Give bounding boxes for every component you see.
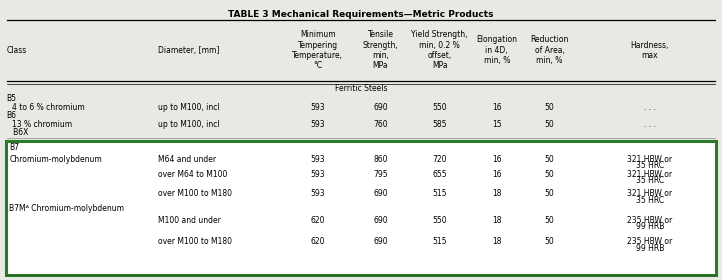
Text: Ferritic Steels: Ferritic Steels — [335, 84, 387, 93]
Text: 593: 593 — [310, 155, 325, 164]
Text: . . .: . . . — [644, 103, 656, 112]
Text: B6: B6 — [6, 111, 17, 120]
Text: 860: 860 — [373, 155, 388, 164]
Text: 50: 50 — [544, 103, 554, 112]
Text: over M100 to M180: over M100 to M180 — [158, 189, 232, 198]
Text: 585: 585 — [432, 120, 447, 129]
Text: 593: 593 — [310, 120, 325, 129]
Text: up to M100, incl: up to M100, incl — [158, 103, 219, 112]
Text: 99 HRB: 99 HRB — [635, 244, 664, 253]
Text: 720: 720 — [432, 155, 447, 164]
Text: 35 HRC: 35 HRC — [636, 161, 664, 170]
Text: 16: 16 — [492, 170, 502, 179]
Text: 321 HBW or: 321 HBW or — [627, 189, 672, 198]
Text: 50: 50 — [544, 237, 554, 246]
Text: 690: 690 — [373, 103, 388, 112]
Text: up to M100, incl: up to M100, incl — [158, 120, 219, 129]
Text: Diameter, [mm]: Diameter, [mm] — [158, 46, 219, 55]
Text: 655: 655 — [432, 170, 447, 179]
Text: 235 HBW or: 235 HBW or — [627, 216, 672, 225]
Text: 18: 18 — [492, 237, 502, 246]
Text: 593: 593 — [310, 170, 325, 179]
Text: 50: 50 — [544, 120, 554, 129]
Text: . . .: . . . — [644, 120, 656, 129]
Text: B7: B7 — [9, 143, 19, 152]
Text: 593: 593 — [310, 103, 325, 112]
Text: Chromium-molybdenum: Chromium-molybdenum — [9, 155, 102, 164]
Text: B5: B5 — [6, 94, 17, 103]
Text: 18: 18 — [492, 189, 502, 198]
Text: 16: 16 — [492, 103, 502, 112]
Text: 15: 15 — [492, 120, 502, 129]
Text: 620: 620 — [310, 237, 325, 246]
Text: TABLE 3 Mechanical Requirements—Metric Products: TABLE 3 Mechanical Requirements—Metric P… — [228, 10, 494, 19]
Text: 690: 690 — [373, 237, 388, 246]
Text: M64 and under: M64 and under — [158, 155, 217, 164]
Text: 515: 515 — [432, 189, 447, 198]
Text: B7Mᴬ Chromium-molybdenum: B7Mᴬ Chromium-molybdenum — [9, 204, 124, 213]
Text: 515: 515 — [432, 237, 447, 246]
Text: M100 and under: M100 and under — [158, 216, 221, 225]
Text: 35 HRC: 35 HRC — [636, 196, 664, 205]
FancyBboxPatch shape — [6, 141, 716, 275]
Text: Tensile
Strength,
min,
MPa: Tensile Strength, min, MPa — [362, 30, 399, 71]
Text: 4 to 6 % chromium: 4 to 6 % chromium — [12, 103, 85, 112]
Text: 16: 16 — [492, 155, 502, 164]
Text: 18: 18 — [492, 216, 502, 225]
Text: 321 HBW or: 321 HBW or — [627, 170, 672, 179]
Text: Reduction
of Area,
min, %: Reduction of Area, min, % — [530, 36, 569, 65]
Text: Hardness,
max: Hardness, max — [630, 41, 669, 60]
Text: 550: 550 — [432, 216, 447, 225]
Text: 321 HBW or: 321 HBW or — [627, 155, 672, 164]
Text: over M64 to M100: over M64 to M100 — [158, 170, 227, 179]
Text: 35 HRC: 35 HRC — [636, 176, 664, 185]
Text: Yield Strength,
min, 0.2 %
offset,
MPa: Yield Strength, min, 0.2 % offset, MPa — [412, 30, 468, 71]
Text: 620: 620 — [310, 216, 325, 225]
Text: 50: 50 — [544, 189, 554, 198]
Text: 50: 50 — [544, 155, 554, 164]
Text: 593: 593 — [310, 189, 325, 198]
Text: 50: 50 — [544, 216, 554, 225]
Text: 235 HBW or: 235 HBW or — [627, 237, 672, 246]
Text: 690: 690 — [373, 189, 388, 198]
Text: 690: 690 — [373, 216, 388, 225]
Text: 50: 50 — [544, 170, 554, 179]
Text: 99 HRB: 99 HRB — [635, 222, 664, 231]
Text: 13 % chromium: 13 % chromium — [12, 120, 72, 129]
Text: B6X: B6X — [6, 128, 29, 137]
Text: Minimum
Tempering
Temperature,
°C: Minimum Tempering Temperature, °C — [292, 30, 343, 71]
Text: Elongation
in 4D,
min, %: Elongation in 4D, min, % — [477, 36, 517, 65]
Text: 550: 550 — [432, 103, 447, 112]
Text: 760: 760 — [373, 120, 388, 129]
Text: Class: Class — [6, 46, 27, 55]
Text: over M100 to M180: over M100 to M180 — [158, 237, 232, 246]
Text: 795: 795 — [373, 170, 388, 179]
